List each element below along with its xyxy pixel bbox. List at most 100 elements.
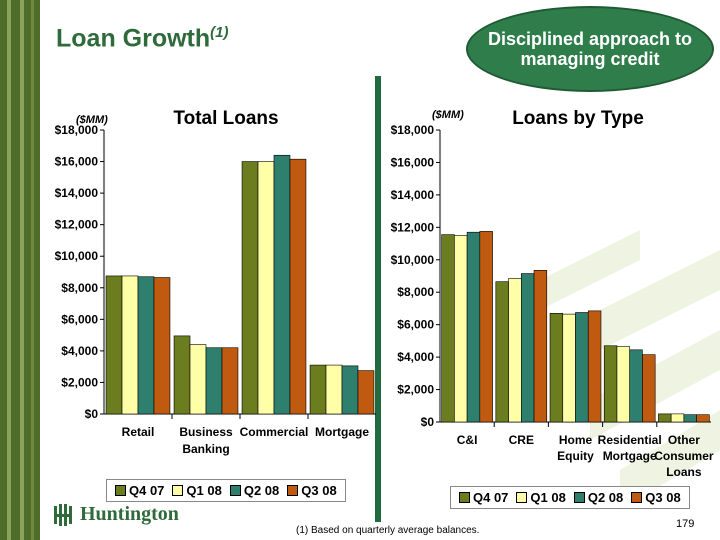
vertical-divider [375, 76, 381, 522]
bar-q3-08 [153, 277, 171, 415]
y-tick-label: $2,000 [61, 375, 98, 389]
legend-label: Q2 08 [587, 490, 624, 505]
legend-loans-by-type: Q4 07 Q1 08 Q2 08 Q3 08 [450, 486, 690, 509]
legend-item: Q4 07 [459, 490, 508, 505]
y-tick-label: $0 [421, 415, 435, 429]
bar-q1-08 [454, 235, 468, 423]
bar-q2-08 [341, 365, 359, 415]
legend-label: Q3 08 [645, 490, 681, 505]
bar-q4-07 [309, 364, 327, 415]
bar-q4-07 [603, 345, 618, 423]
left-decorative-stripe [0, 0, 40, 540]
x-category-label: Other Consumer Loans [654, 433, 714, 479]
page-number: 179 [676, 518, 695, 530]
bar-q3-08 [696, 414, 710, 423]
bar-q1-08 [670, 413, 685, 423]
legend-swatch [115, 485, 126, 496]
legend-swatch [172, 485, 184, 496]
bar-q2-08 [466, 231, 481, 423]
x-category-label: C&I [457, 433, 478, 447]
footnote: (1) Based on quarterly average balances. [296, 525, 480, 536]
bar-q2-08 [575, 312, 589, 423]
legend-label: Q4 07 [473, 490, 509, 505]
page-title: Loan Growth(1) [56, 24, 229, 53]
y-tick-label: $8,000 [397, 285, 434, 299]
legend-swatch [631, 492, 643, 503]
legend-label: Q2 08 [243, 483, 280, 498]
bar-q2-08 [520, 273, 535, 423]
legend-swatch [287, 485, 299, 496]
x-category-label: Business Banking [179, 425, 233, 456]
x-category-label: Residential Mortgage [598, 433, 662, 463]
y-tick-label: $14,000 [55, 186, 99, 200]
y-tick-label: $18,000 [55, 123, 99, 137]
x-category-label: CRE [509, 433, 534, 447]
legend-swatch [573, 492, 585, 503]
y-unit-label: ($MM) [76, 114, 108, 126]
legend-label: Q3 08 [301, 483, 337, 498]
y-tick-label: $6,000 [397, 318, 434, 332]
y-tick-label: $6,000 [61, 312, 98, 326]
bar-q3-08 [221, 347, 239, 415]
bar-q4-07 [658, 413, 672, 423]
legend-item: Q1 08 [516, 490, 566, 505]
bar-q1-08 [189, 344, 207, 415]
legend-item: Q2 08 [229, 483, 280, 498]
bar-q2-08 [137, 276, 155, 415]
bar-q1-08 [508, 278, 522, 423]
bar-q1-08 [562, 313, 576, 423]
logo-wordmark: Huntington [80, 503, 179, 525]
y-unit-label: ($MM) [432, 109, 464, 121]
title-footnote-marker: (1) [210, 24, 229, 41]
legend-label: Q4 07 [129, 483, 165, 498]
y-tick-label: $4,000 [61, 344, 98, 358]
y-tick-label: $8,000 [61, 281, 98, 295]
legend-item: Q1 08 [172, 483, 222, 498]
bar-q3-08 [289, 158, 307, 415]
logo-mark-icon [54, 503, 72, 526]
y-tick-label: $10,000 [391, 253, 435, 267]
y-tick-label: $4,000 [397, 350, 434, 364]
bar-q4-07 [105, 275, 123, 415]
y-tick-label: $12,000 [391, 220, 435, 234]
y-tick-label: $18,000 [391, 123, 435, 137]
bar-q3-08 [533, 270, 548, 423]
bar-q1-08 [616, 346, 631, 423]
y-tick-label: $16,000 [55, 155, 99, 169]
bar-q4-07 [173, 335, 191, 415]
legend-item: Q2 08 [573, 490, 624, 505]
bar-q2-08 [205, 347, 223, 415]
bar-q3-08 [587, 310, 602, 423]
x-category-label: Mortgage [315, 425, 369, 439]
chart-title: Loans by Type [512, 108, 644, 129]
bar-q2-08 [629, 349, 643, 423]
legend-item: Q3 08 [287, 483, 337, 498]
y-tick-label: $12,000 [55, 218, 99, 232]
legend-label: Q1 08 [530, 490, 566, 505]
bar-q3-08 [479, 231, 493, 423]
callout-text: Disciplined approach to managing credit [487, 29, 693, 69]
chart-title: Total Loans [173, 108, 278, 129]
x-category-label: Home Equity [557, 433, 594, 463]
legend-swatch [229, 485, 241, 496]
bar-q1-08 [121, 275, 139, 415]
x-category-label: Retail [122, 425, 155, 439]
bar-q4-07 [441, 234, 455, 423]
bar-q1-08 [325, 364, 343, 415]
legend-label: Q1 08 [186, 483, 222, 498]
x-category-label: Commercial [240, 425, 309, 439]
bar-q4-07 [495, 281, 509, 423]
huntington-logo: Huntington [54, 503, 179, 526]
bar-q2-08 [683, 414, 697, 423]
y-tick-label: $0 [85, 407, 99, 421]
callout-oval: Disciplined approach to managing credit [466, 6, 714, 92]
legend-item: Q4 07 [115, 483, 164, 498]
bar-q1-08 [257, 161, 275, 415]
bar-q2-08 [273, 154, 291, 415]
bar-q4-07 [241, 161, 259, 415]
y-tick-label: $10,000 [55, 249, 99, 263]
legend-total-loans: Q4 07 Q1 08 Q2 08 Q3 08 [106, 479, 346, 502]
bar-q4-07 [549, 313, 564, 423]
bar-q3-08 [642, 354, 656, 423]
